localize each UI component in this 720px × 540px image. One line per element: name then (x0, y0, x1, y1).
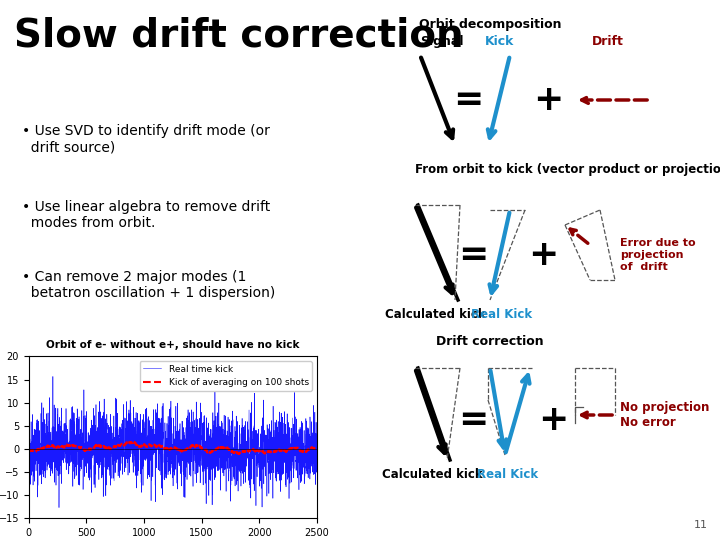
Text: • Can remove 2 major modes (1
  betatron oscillation + 1 dispersion): • Can remove 2 major modes (1 betatron o… (22, 270, 275, 300)
Text: =: = (458, 403, 488, 437)
Text: Error due to
projection
of  drift: Error due to projection of drift (620, 238, 696, 272)
Real time kick (185, 471, 194, 478)
Text: +: + (528, 238, 558, 272)
Kick of averaging on 100 shots (24, 448, 33, 454)
Real time kick (136, 457, 145, 463)
Real time kick (55, 504, 63, 511)
Real time kick (282, 430, 290, 437)
Text: Drift: Drift (592, 35, 624, 48)
Line: Kick of averaging on 100 shots: Kick of averaging on 100 shots (29, 442, 317, 454)
Text: =: = (453, 83, 483, 117)
Text: No projection
No error: No projection No error (620, 401, 709, 429)
Legend: Real time kick, Kick of averaging on 100 shots: Real time kick, Kick of averaging on 100… (140, 361, 312, 390)
Text: +: + (538, 403, 568, 437)
Kick of averaging on 100 shots (235, 451, 243, 457)
Kick of averaging on 100 shots (125, 438, 133, 445)
Title: Orbit of e- without e+, should have no kick: Orbit of e- without e+, should have no k… (46, 340, 300, 350)
Text: • Use SVD to identify drift mode (or
  drift source): • Use SVD to identify drift mode (or dri… (22, 124, 269, 154)
Text: Slow drift correction: Slow drift correction (14, 16, 464, 54)
Text: Orbit decomposition: Orbit decomposition (419, 18, 562, 31)
Real time kick (312, 440, 321, 446)
Text: • Use linear algebra to remove drift
  modes from orbit.: • Use linear algebra to remove drift mod… (22, 200, 270, 230)
Text: +: + (533, 83, 563, 117)
Text: From orbit to kick (vector product or projection): From orbit to kick (vector product or pr… (415, 163, 720, 176)
Kick of averaging on 100 shots (259, 449, 268, 456)
Real time kick (30, 453, 39, 459)
Kick of averaging on 100 shots (136, 443, 145, 450)
Text: Drift correction: Drift correction (436, 335, 544, 348)
Text: Signal: Signal (420, 35, 464, 48)
Text: Calculated kick: Calculated kick (382, 468, 482, 481)
Kick of averaging on 100 shots (30, 448, 39, 454)
Kick of averaging on 100 shots (312, 445, 321, 451)
Real time kick (259, 457, 268, 464)
Text: 11: 11 (694, 520, 708, 530)
Text: Calculated kick: Calculated kick (384, 308, 485, 321)
Kick of averaging on 100 shots (185, 446, 194, 452)
Real time kick (271, 475, 279, 481)
Text: Real Kick: Real Kick (472, 308, 533, 321)
Text: Real Kick: Real Kick (477, 468, 539, 481)
Kick of averaging on 100 shots (282, 448, 290, 455)
Kick of averaging on 100 shots (271, 448, 279, 454)
Line: Real time kick: Real time kick (29, 376, 317, 508)
Real time kick (48, 373, 57, 380)
Text: =: = (458, 238, 488, 272)
Real time kick (24, 436, 33, 443)
Text: Kick: Kick (485, 35, 515, 48)
